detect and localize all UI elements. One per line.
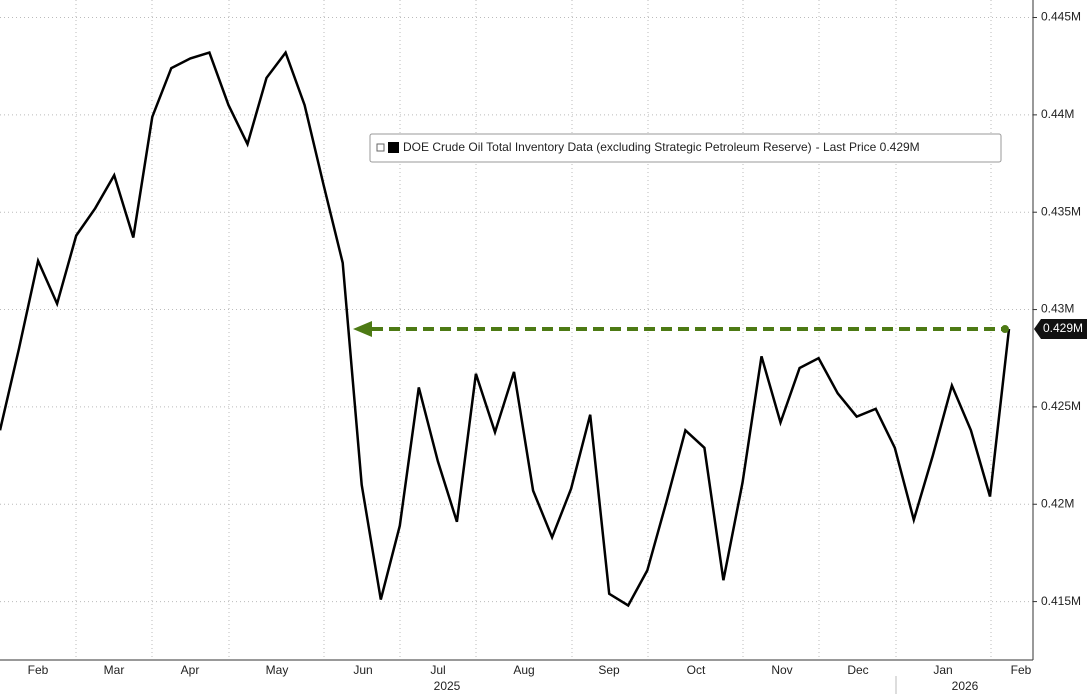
y-tick-label: 0.435M	[1041, 204, 1081, 218]
y-tick-label: 0.43M	[1041, 302, 1074, 316]
x-tick-label: Feb	[28, 663, 49, 677]
x-tick-label: Dec	[847, 663, 868, 677]
annotation-dot	[1001, 325, 1009, 334]
x-tick-label: May	[266, 663, 289, 677]
x-tick-label: Jun	[353, 663, 372, 677]
legend-expand	[376, 143, 385, 152]
y-tick-label: 0.445M	[1041, 10, 1081, 24]
y-tick-label: 0.42M	[1041, 496, 1074, 510]
y-tick-label: 0.425M	[1041, 399, 1081, 413]
y-tick-label: 0.44M	[1041, 107, 1074, 121]
x-tick-label: Feb	[1011, 663, 1032, 677]
x-tick-label: Mar	[104, 663, 125, 677]
last-price-box	[1034, 319, 1087, 340]
x-tick-label: Apr	[181, 663, 200, 677]
legend-series-name: DOE Crude Oil Total Inventory Data (excl…	[403, 140, 812, 154]
year-label: 2025	[434, 679, 461, 693]
x-tick-label: Nov	[771, 663, 792, 677]
x-tick-label: Oct	[687, 663, 706, 677]
legend-suffix: - Last Price 0.429M	[816, 140, 920, 154]
legend-text: DOE Crude Oil Total Inventory Data (excl…	[403, 140, 920, 154]
legend-box	[369, 133, 1002, 163]
legend-swatch	[388, 142, 399, 153]
year-label: 2026	[952, 679, 979, 693]
data-line	[0, 50, 1011, 608]
annotation-arrowhead	[353, 321, 372, 338]
x-tick-label: Jul	[430, 663, 445, 677]
last-price-label: 0.429M	[1043, 321, 1083, 335]
y-tick-label: 0.415M	[1041, 594, 1081, 608]
x-tick-label: Sep	[598, 663, 620, 677]
x-tick-label: Jan	[933, 663, 952, 677]
x-tick-label: Aug	[513, 663, 534, 677]
